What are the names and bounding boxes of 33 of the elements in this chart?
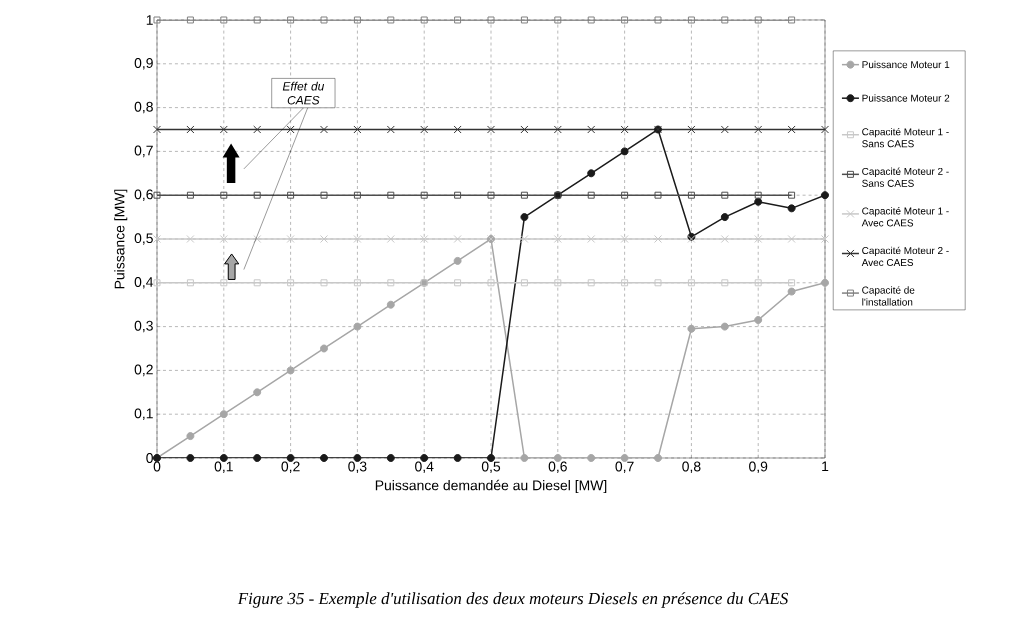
x-tick-label: 1 bbox=[822, 461, 829, 472]
y-tick-label: 0,5 bbox=[134, 233, 153, 245]
y-tick-label: 0,4 bbox=[134, 277, 154, 289]
y-axis-title: Puissance [MW] bbox=[114, 189, 128, 289]
y-tick-label: 0 bbox=[146, 453, 153, 463]
legend-label: Capacité de l'installation bbox=[862, 286, 915, 306]
legend-label: Capacité Moteur 1 - Sans CAES bbox=[862, 127, 949, 148]
y-tick-label: 0,3 bbox=[134, 320, 153, 333]
x-tick-label: 0,1 bbox=[214, 461, 233, 474]
legend-label: Capacité Moteur 2 - Avec CAES bbox=[861, 246, 949, 267]
x-tick-label: 0,3 bbox=[348, 461, 367, 474]
x-tick-label: 0 bbox=[153, 461, 161, 472]
y-tick-label: 0,1 bbox=[134, 408, 153, 420]
legend-label: Capacité Moteur 1 - Avec CAES bbox=[861, 207, 949, 227]
y-tick-label: 0,8 bbox=[134, 101, 153, 114]
x-axis-title: Puissance demandée au Diesel [MW] bbox=[375, 479, 607, 494]
y-tick-label: 0,6 bbox=[134, 189, 153, 201]
y-tick-label: 0,2 bbox=[134, 364, 153, 377]
y-tick-label: 0,9 bbox=[134, 58, 153, 70]
y-tick-label: 1 bbox=[146, 15, 153, 25]
annotation: Effet du CAES bbox=[282, 81, 325, 105]
legend-label: Puissance Moteur 2 bbox=[862, 94, 950, 102]
x-tick-label: 0,6 bbox=[548, 461, 567, 474]
y-tick-label: 0,7 bbox=[134, 145, 153, 158]
x-tick-label: 0,5 bbox=[481, 461, 501, 474]
x-tick-label: 0,9 bbox=[749, 461, 768, 474]
legend-label: Capacité Moteur 2 - Sans CAES bbox=[862, 167, 949, 187]
x-tick-label: 0,7 bbox=[615, 461, 634, 474]
x-tick-label: 0,8 bbox=[682, 461, 701, 474]
caption: Figure 35 - Exemple d'utilisation des deux moteurs Diesels en présence du CAES bbox=[237, 592, 789, 608]
legend-label: Puissance Moteur 1 bbox=[862, 60, 950, 69]
x-tick-label: 0,2 bbox=[281, 461, 300, 474]
x-tick-label: 0,4 bbox=[415, 461, 434, 474]
